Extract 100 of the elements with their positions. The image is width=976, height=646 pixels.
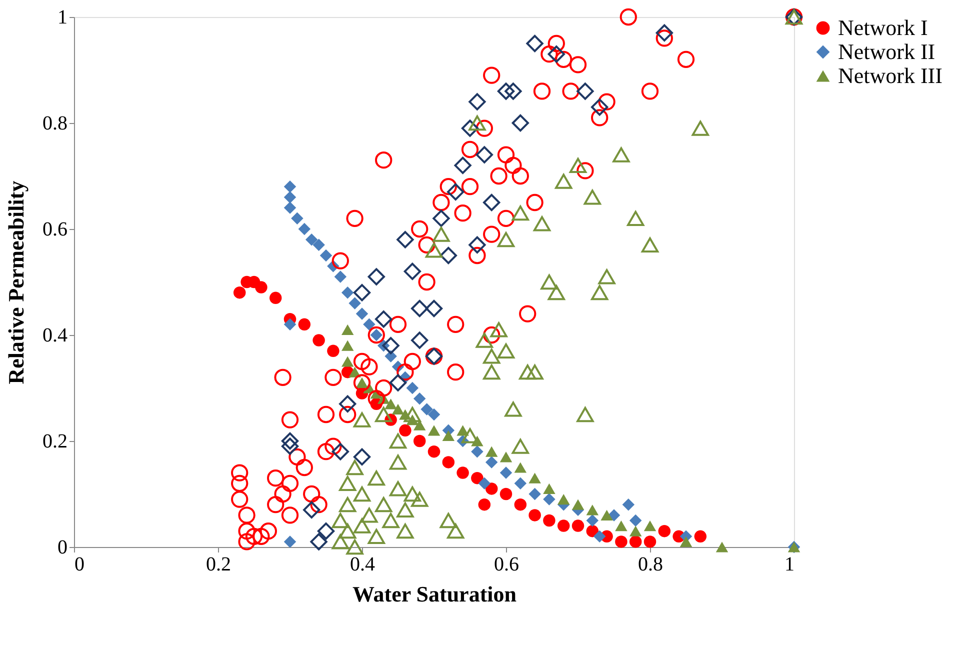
point <box>456 466 469 479</box>
point <box>644 536 656 548</box>
point <box>627 210 644 226</box>
point <box>528 488 541 500</box>
point <box>339 497 356 512</box>
point <box>353 518 371 534</box>
point <box>629 514 642 527</box>
point <box>255 281 268 294</box>
point <box>339 524 356 539</box>
point <box>555 174 572 189</box>
point <box>332 443 349 460</box>
y-tick-label: 0.4 <box>42 324 68 346</box>
point <box>504 402 522 417</box>
point <box>528 472 541 484</box>
point <box>332 534 349 550</box>
point <box>543 514 556 527</box>
point <box>471 445 484 458</box>
x-tick-label: 1 <box>784 554 794 576</box>
point <box>500 466 512 479</box>
point <box>334 270 347 283</box>
point <box>454 156 472 174</box>
point <box>478 477 491 490</box>
point <box>360 508 378 523</box>
point <box>406 382 419 394</box>
y-tick-label: 0.2 <box>42 430 68 452</box>
point <box>586 514 599 527</box>
point <box>339 395 356 412</box>
point <box>519 364 536 380</box>
point <box>514 498 527 511</box>
x-tick-label: 0 <box>74 554 84 576</box>
y-tick-label: 1 <box>58 6 68 28</box>
point <box>284 202 296 214</box>
point <box>615 536 628 548</box>
point <box>298 318 311 331</box>
x-tick-label: 0.4 <box>350 554 375 576</box>
point <box>543 493 556 506</box>
point <box>389 374 407 392</box>
point <box>483 364 500 380</box>
point <box>375 406 392 422</box>
point <box>404 486 421 502</box>
point <box>440 512 457 528</box>
point <box>576 406 594 422</box>
point <box>413 392 426 405</box>
point <box>432 226 450 242</box>
point <box>447 524 464 539</box>
point <box>572 499 584 510</box>
point <box>281 432 299 450</box>
point <box>483 194 500 212</box>
point <box>641 237 659 252</box>
point <box>320 249 332 262</box>
point <box>497 343 515 358</box>
point <box>404 406 421 422</box>
point <box>629 526 642 536</box>
point <box>694 530 707 543</box>
point <box>413 434 426 448</box>
point <box>317 522 335 540</box>
point <box>440 246 457 264</box>
point <box>389 454 407 470</box>
point <box>572 520 584 532</box>
point <box>533 216 551 232</box>
point <box>353 284 371 302</box>
point <box>442 456 455 468</box>
point <box>476 332 493 348</box>
point <box>468 236 486 254</box>
point <box>485 456 498 468</box>
point <box>428 408 440 421</box>
point <box>310 533 328 550</box>
point <box>644 520 656 532</box>
point <box>284 318 296 331</box>
point <box>658 524 671 538</box>
point <box>514 477 527 490</box>
point <box>425 300 443 318</box>
legend-label: Network III <box>838 63 942 88</box>
y-axis-title: Relative Permeability <box>4 180 28 384</box>
point <box>341 356 354 367</box>
point <box>478 498 491 511</box>
point <box>461 120 479 137</box>
point <box>471 472 484 484</box>
point <box>284 180 296 193</box>
point <box>586 504 599 516</box>
point <box>312 334 325 346</box>
point <box>384 398 397 410</box>
point <box>540 274 558 290</box>
x-tick-label: 0.8 <box>638 554 663 576</box>
point <box>692 120 709 136</box>
point <box>468 93 486 110</box>
point <box>411 300 428 318</box>
point <box>598 269 616 284</box>
point <box>420 403 433 416</box>
point <box>622 498 635 511</box>
point <box>363 318 376 331</box>
point <box>576 82 594 100</box>
point <box>312 238 325 252</box>
x-axis-title: Water Saturation <box>352 582 516 606</box>
point <box>305 233 318 246</box>
point <box>629 536 642 548</box>
point <box>716 542 728 552</box>
point <box>233 286 246 299</box>
point <box>281 438 299 455</box>
point <box>284 191 296 204</box>
